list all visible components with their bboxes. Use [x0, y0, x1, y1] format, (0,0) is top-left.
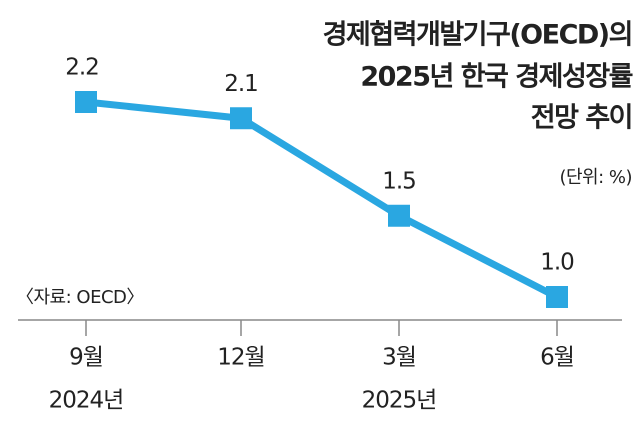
- x-tick-sublabel: 2025년: [362, 388, 437, 414]
- x-tick-label: 3월: [382, 345, 416, 371]
- chart-title: 2025년 한국 경제성장률: [360, 62, 632, 93]
- marker: [230, 107, 252, 130]
- chart-title: 경제협력개발기구(OECD)의: [323, 20, 632, 51]
- x-tick-label: 6월: [540, 345, 574, 371]
- chart-title: 전망 추이: [531, 103, 632, 134]
- unit-label: (단위: %): [559, 167, 632, 188]
- x-tick-label: 12월: [217, 345, 264, 371]
- marker: [388, 204, 410, 227]
- marker: [546, 286, 568, 308]
- data-label: 2.1: [224, 71, 258, 97]
- data-label: 2.2: [65, 55, 99, 81]
- data-label: 1.0: [540, 250, 574, 276]
- data-label: 1.5: [382, 168, 416, 194]
- line: [85, 98, 559, 301]
- x-tick-label: 9월: [69, 345, 103, 371]
- source-label: 〈자료: OECD〉: [16, 287, 144, 308]
- x-tick-sublabel: 2024년: [49, 388, 124, 414]
- marker: [75, 91, 97, 113]
